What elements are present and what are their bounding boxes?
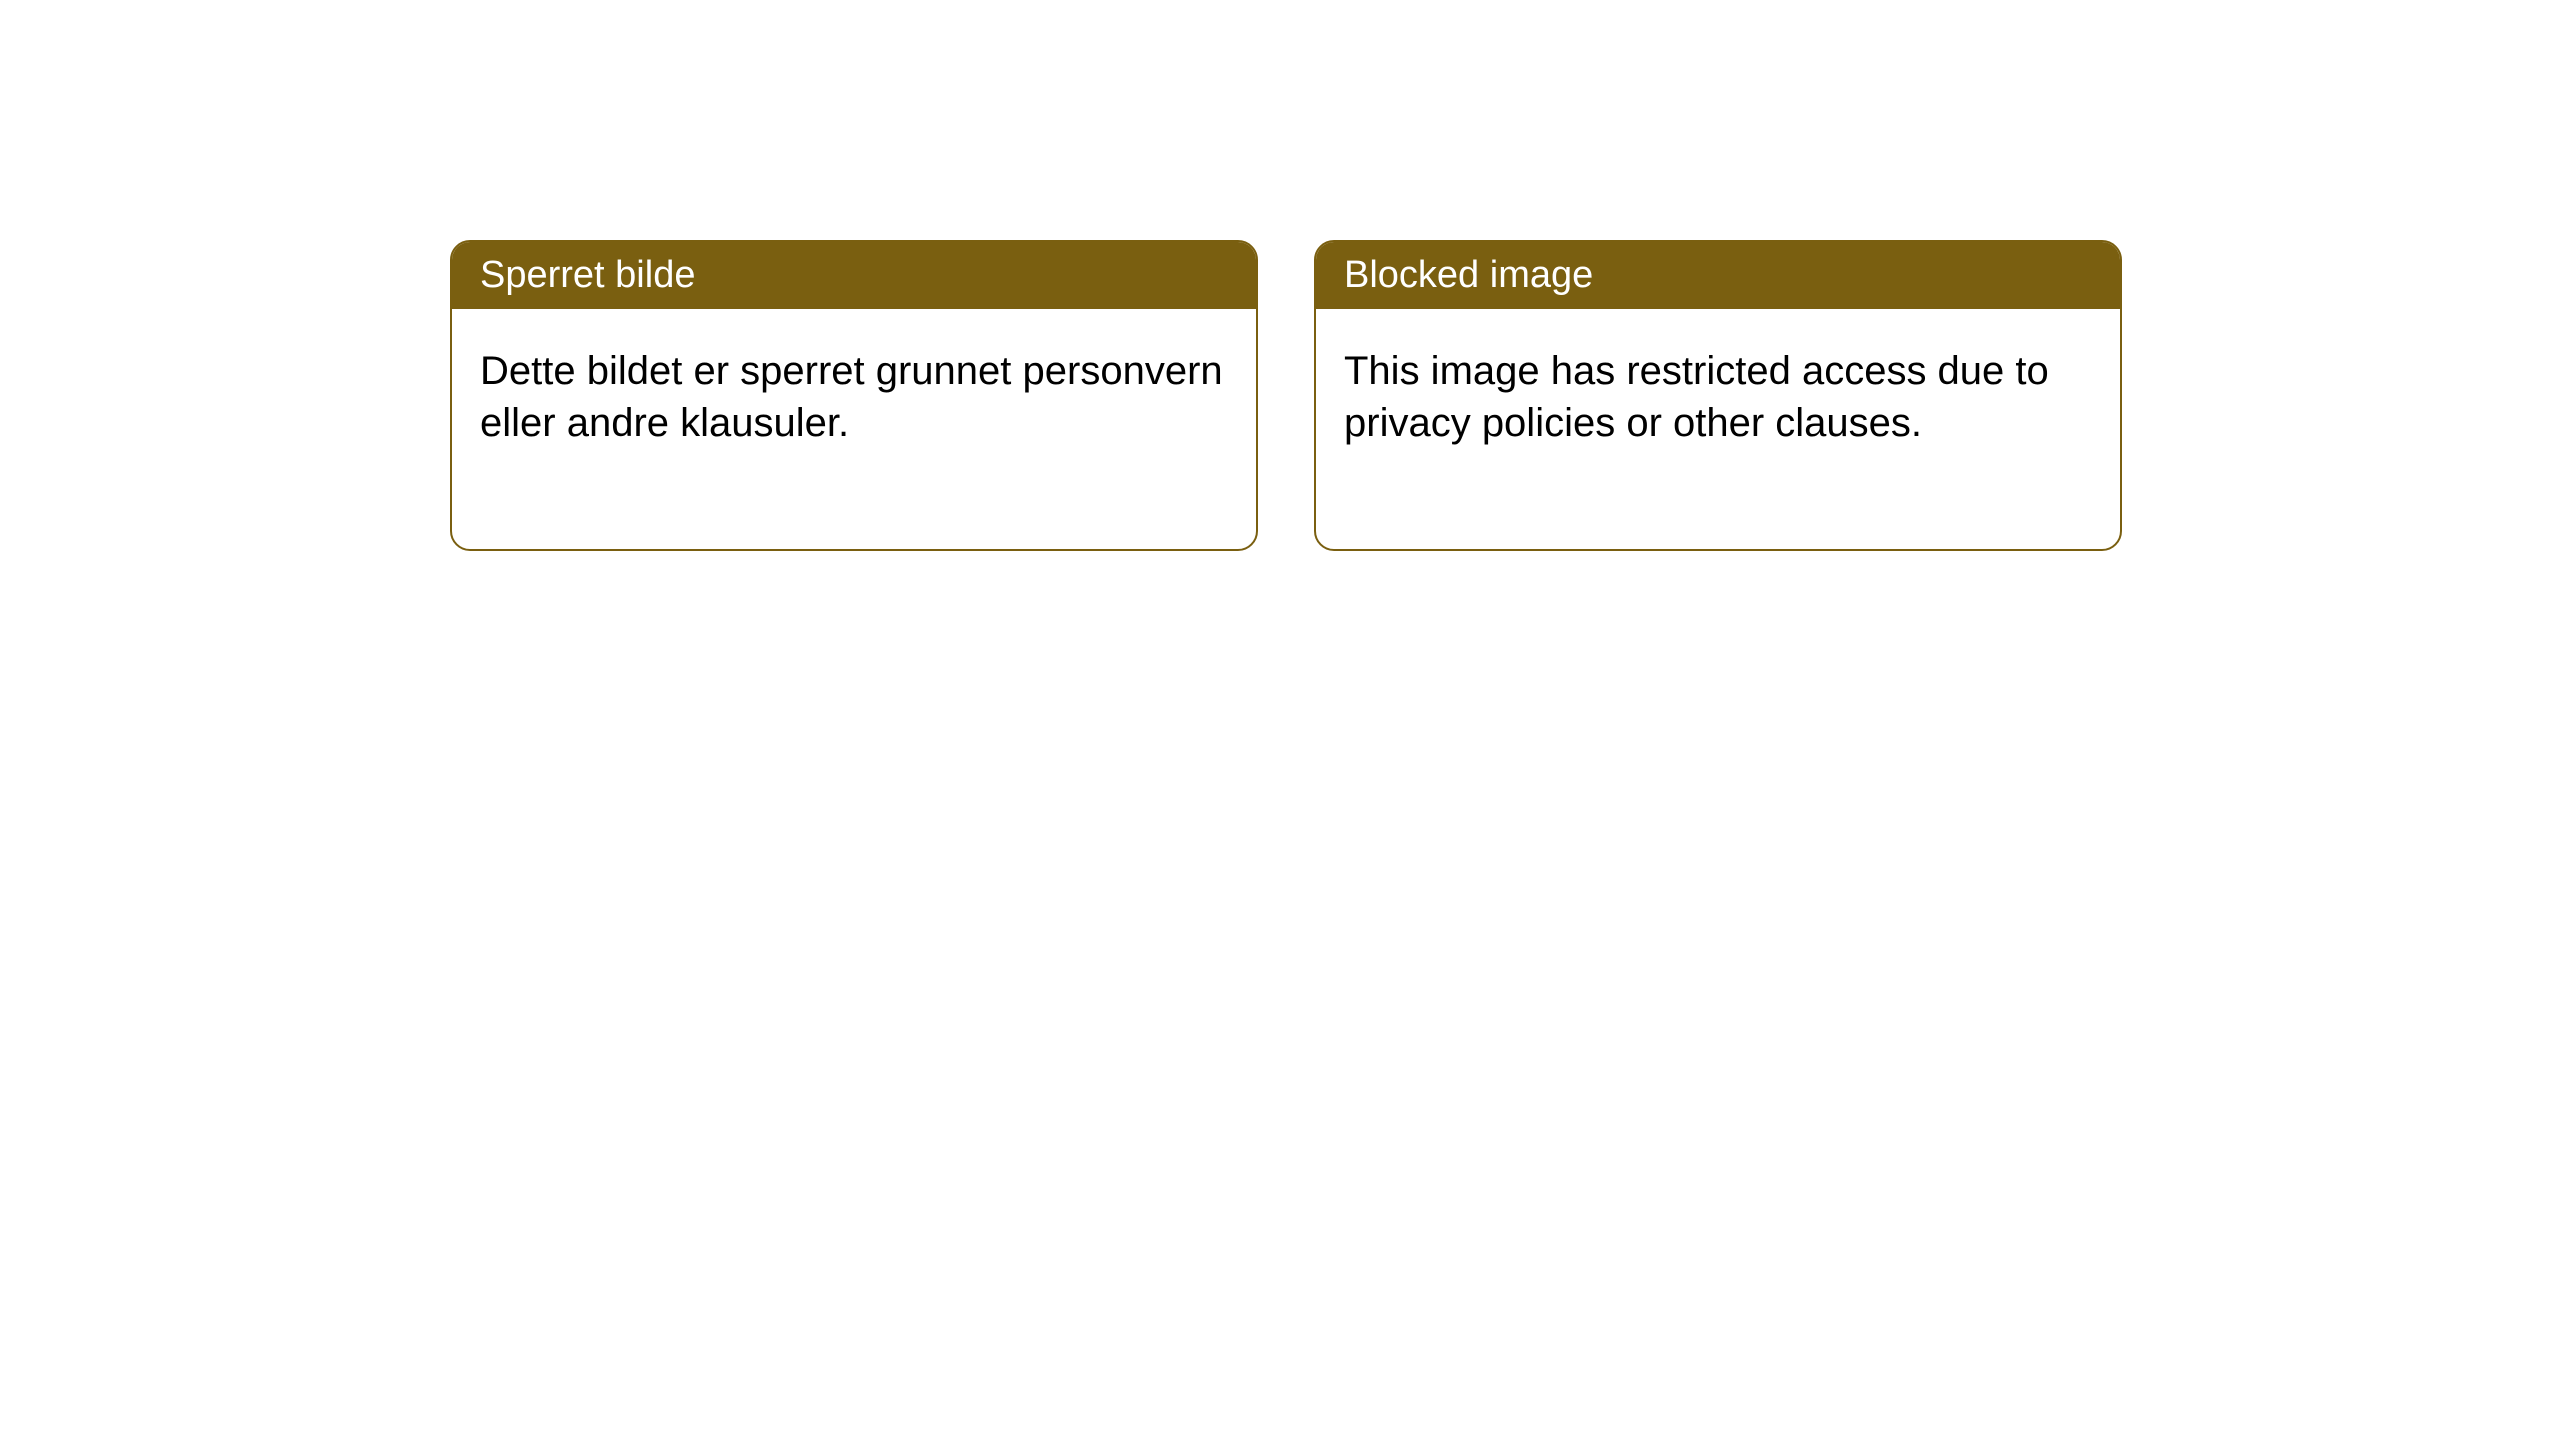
card-header-english: Blocked image [1316,242,2120,309]
notice-container: Sperret bilde Dette bildet er sperret gr… [450,240,2122,551]
card-header-norwegian: Sperret bilde [452,242,1256,309]
card-body-norwegian: Dette bildet er sperret grunnet personve… [452,309,1256,549]
card-body-english: This image has restricted access due to … [1316,309,2120,549]
blocked-image-card-english: Blocked image This image has restricted … [1314,240,2122,551]
blocked-image-card-norwegian: Sperret bilde Dette bildet er sperret gr… [450,240,1258,551]
